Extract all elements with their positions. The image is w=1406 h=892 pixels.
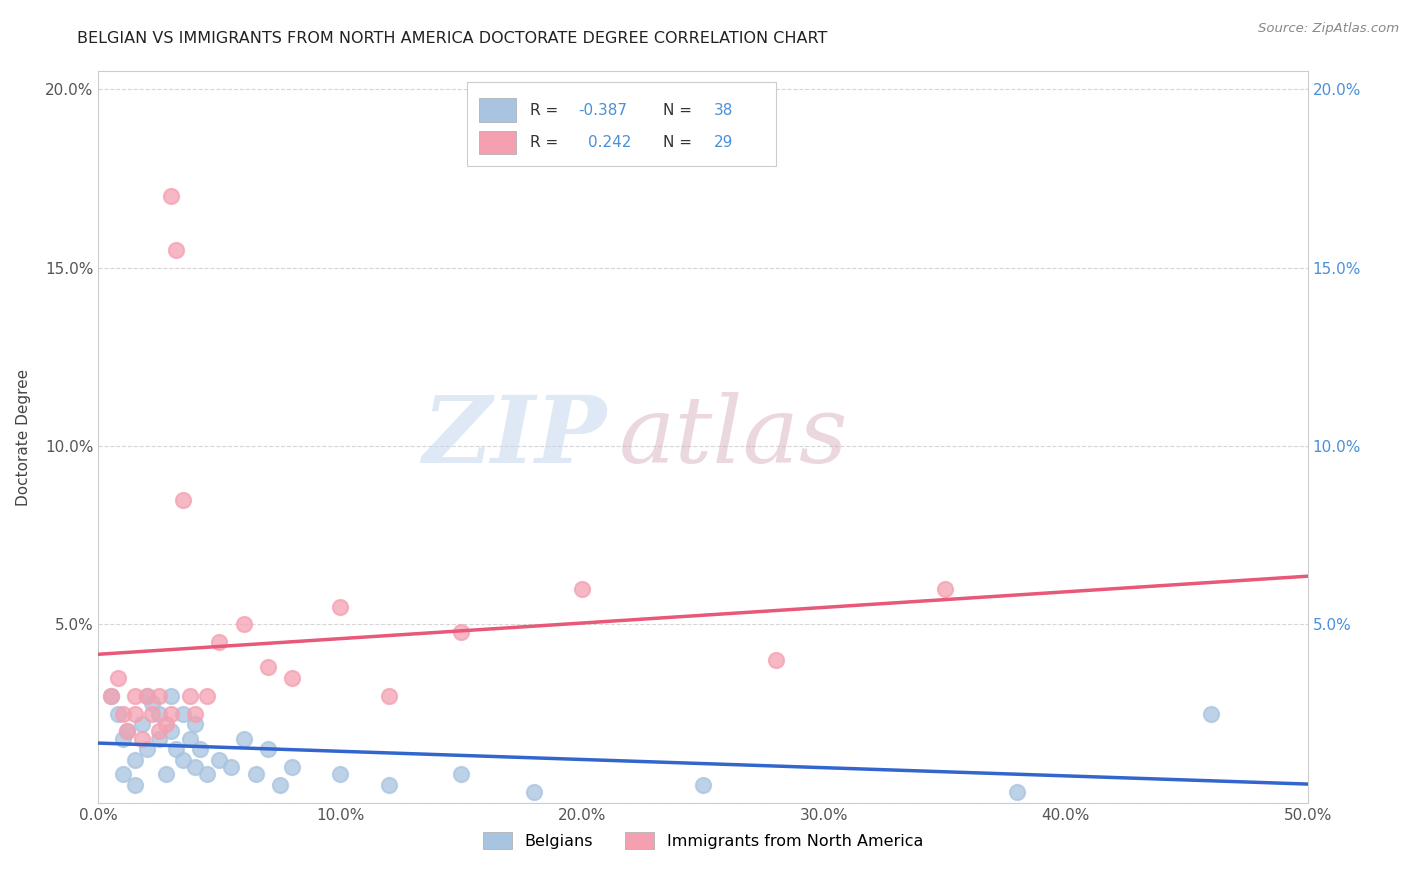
Point [184, 760, 207, 774]
Point [281, 760, 304, 774]
Text: 38: 38 [714, 103, 734, 118]
Point [281, 671, 304, 685]
Point [523, 785, 546, 799]
Point [232, 617, 254, 632]
Point [184, 717, 207, 731]
Point [148, 724, 170, 739]
Point [165, 243, 187, 257]
Point [117, 724, 139, 739]
Text: R =: R = [530, 135, 558, 150]
FancyBboxPatch shape [479, 98, 516, 122]
Point [221, 760, 243, 774]
Point [208, 753, 231, 767]
FancyBboxPatch shape [467, 82, 776, 167]
Point [692, 778, 714, 792]
Point [934, 582, 956, 596]
Point [124, 778, 146, 792]
Text: ZIP: ZIP [422, 392, 606, 482]
Point [232, 731, 254, 746]
Point [172, 753, 194, 767]
Point [131, 731, 153, 746]
Point [172, 492, 194, 507]
Text: atlas: atlas [619, 392, 848, 482]
Text: Source: ZipAtlas.com: Source: ZipAtlas.com [1258, 22, 1399, 36]
Point [155, 767, 177, 781]
Point [160, 724, 183, 739]
Point [124, 706, 146, 721]
Point [450, 767, 472, 781]
Point [256, 742, 278, 756]
Point [124, 753, 146, 767]
Point [141, 706, 163, 721]
Text: 0.242: 0.242 [588, 135, 631, 150]
Point [377, 689, 399, 703]
Text: -0.387: -0.387 [578, 103, 627, 118]
Point [107, 671, 129, 685]
Point [179, 731, 201, 746]
Point [160, 189, 183, 203]
Text: N =: N = [664, 135, 692, 150]
Text: N =: N = [664, 103, 692, 118]
FancyBboxPatch shape [479, 130, 516, 154]
Point [148, 731, 170, 746]
Text: R =: R = [530, 103, 558, 118]
Point [329, 599, 352, 614]
Point [155, 717, 177, 731]
Point [160, 689, 183, 703]
Point [1199, 706, 1222, 721]
Point [148, 706, 170, 721]
Point [107, 706, 129, 721]
Point [195, 689, 218, 703]
Point [1007, 785, 1029, 799]
Text: BELGIAN VS IMMIGRANTS FROM NORTH AMERICA DOCTORATE DEGREE CORRELATION CHART: BELGIAN VS IMMIGRANTS FROM NORTH AMERICA… [77, 31, 828, 46]
Point [571, 582, 593, 596]
Point [184, 706, 207, 721]
Point [195, 767, 218, 781]
Point [450, 624, 472, 639]
Point [245, 767, 267, 781]
Point [172, 706, 194, 721]
Point [179, 689, 201, 703]
Point [256, 660, 278, 674]
Point [111, 706, 134, 721]
Point [269, 778, 291, 792]
Point [148, 689, 170, 703]
Point [100, 689, 122, 703]
Point [111, 767, 134, 781]
Legend: Belgians, Immigrants from North America: Belgians, Immigrants from North America [475, 824, 931, 857]
Point [111, 731, 134, 746]
Point [124, 689, 146, 703]
Point [765, 653, 787, 667]
Point [188, 742, 211, 756]
Point [160, 706, 183, 721]
Point [135, 689, 157, 703]
Point [100, 689, 122, 703]
Point [141, 696, 163, 710]
Point [329, 767, 352, 781]
Point [135, 742, 157, 756]
Point [117, 724, 139, 739]
Point [208, 635, 231, 649]
Point [135, 689, 157, 703]
Point [377, 778, 399, 792]
Y-axis label: Doctorate Degree: Doctorate Degree [17, 368, 31, 506]
Point [131, 717, 153, 731]
Point [165, 742, 187, 756]
Text: 29: 29 [714, 135, 734, 150]
